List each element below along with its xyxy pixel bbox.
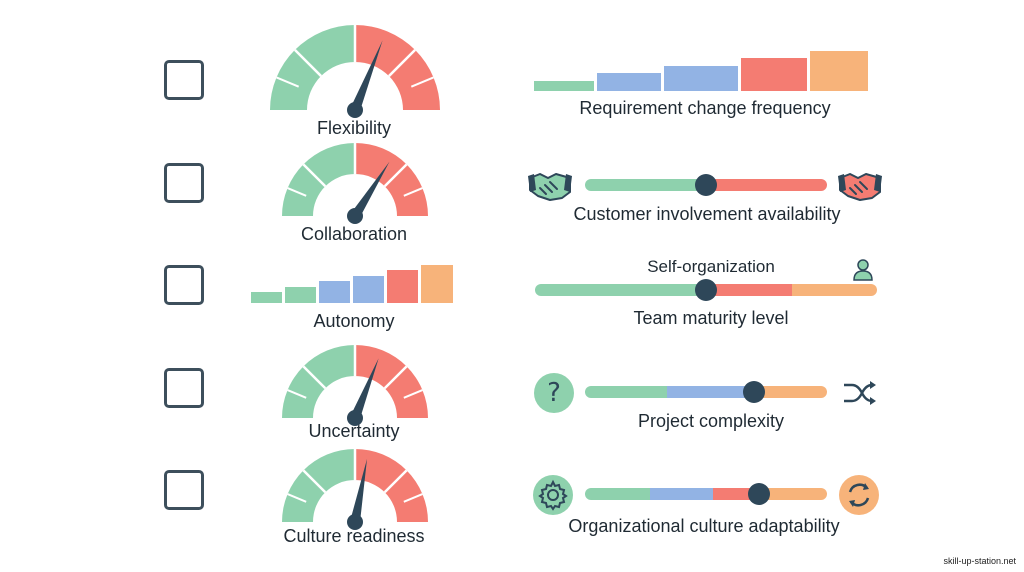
team-track-green: [535, 284, 706, 296]
handshake-icon: [838, 173, 882, 201]
culture-adaptability-track[interactable]: [585, 488, 827, 500]
autonomy-bar-5: [387, 270, 418, 303]
requirement-bar-2: [597, 73, 661, 91]
gauge-divider: [410, 76, 434, 88]
label-culture-readiness: Culture readiness: [283, 526, 425, 546]
handshake-icon: [528, 173, 572, 201]
gauge-divider: [287, 493, 307, 503]
gauge-divider: [302, 163, 327, 188]
gauge-needle: [350, 458, 368, 523]
gauge-needle: [350, 161, 390, 219]
requirement-bar-4: [741, 58, 807, 91]
project-complexity-knob[interactable]: [743, 381, 766, 403]
gauge-divider: [383, 163, 408, 188]
gauge-hub: [347, 410, 363, 426]
gauge-divider: [302, 469, 327, 494]
requirement-bar-1: [534, 81, 594, 91]
checkbox-flexibility[interactable]: [164, 60, 204, 100]
gauge-culture-readiness: [282, 449, 428, 530]
question-icon: ?: [534, 373, 574, 413]
autonomy-bars: [251, 265, 453, 303]
label-flexibility: Flexibility: [316, 118, 392, 138]
gauge-needle: [350, 358, 379, 420]
gauge-needle: [350, 40, 383, 112]
gauge-divider: [383, 469, 408, 494]
team-maturity-knob[interactable]: [695, 279, 717, 301]
refresh-icon: [839, 475, 879, 515]
label-organizational-culture: Organizational culture adaptability: [568, 516, 840, 536]
autonomy-bar-4: [353, 276, 384, 303]
customer-track-red: [706, 179, 827, 191]
checkbox-autonomy[interactable]: [164, 265, 204, 305]
gauge-divider: [276, 76, 300, 88]
gauge-divider: [287, 187, 307, 197]
autonomy-bar-1: [251, 292, 282, 303]
gauge-divider: [287, 389, 307, 399]
requirement-bar-3: [664, 66, 738, 91]
label-autonomy: Autonomy: [313, 311, 395, 331]
label-project-complexity: Project complexity: [637, 411, 785, 431]
autonomy-bar-6: [421, 265, 453, 303]
project-complexity-track[interactable]: [585, 386, 827, 398]
person-icon: [853, 259, 873, 281]
team-track-orange: [791, 284, 877, 296]
gauge-divider: [302, 365, 327, 390]
complexity-track-blue: [667, 386, 755, 398]
label-team-maturity: Team maturity level: [633, 308, 789, 328]
label-self-organization: Self-organization: [647, 257, 775, 276]
gauge-divider: [388, 49, 416, 77]
gauge-divider: [403, 187, 423, 197]
autonomy-bar-2: [285, 287, 316, 303]
gauge-divider: [294, 49, 322, 77]
customer-involvement-knob[interactable]: [695, 174, 717, 196]
label-customer-involvement: Customer involvement availability: [573, 204, 841, 224]
gauge-hub: [347, 102, 363, 118]
label-requirement-change-frequency: Requirement change frequency: [579, 98, 831, 118]
checkbox-collaboration[interactable]: [164, 163, 204, 203]
gear-icon: [533, 475, 573, 515]
team-track-red: [706, 284, 792, 296]
gauge-divider: [403, 493, 423, 503]
checkbox-culture-readiness[interactable]: [164, 470, 204, 510]
culture-track-orange: [764, 488, 827, 500]
label-collaboration: Collaboration: [300, 224, 408, 244]
gauge-uncertainty: [282, 345, 428, 426]
watermark: skill-up-station.net: [943, 556, 1016, 566]
requirement-bars: [534, 51, 868, 91]
gauge-hub: [347, 208, 363, 224]
gauge-hub: [347, 514, 363, 530]
label-uncertainty: Uncertainty: [308, 421, 400, 441]
culture-track-blue: [650, 488, 714, 500]
shuffle-icon: [844, 381, 876, 405]
complexity-track-orange: [754, 386, 827, 398]
complexity-track-green: [585, 386, 668, 398]
gauge-divider: [383, 365, 408, 390]
gauge-collaboration: [282, 143, 428, 224]
gauge-divider: [403, 389, 423, 399]
culture-adaptability-knob[interactable]: [748, 483, 771, 505]
requirement-bar-5: [810, 51, 868, 91]
checkbox-uncertainty[interactable]: [164, 368, 204, 408]
customer-involvement-track[interactable]: [585, 179, 827, 191]
customer-track-green: [585, 179, 706, 191]
team-maturity-track[interactable]: [535, 284, 877, 296]
culture-track-green: [585, 488, 651, 500]
gauge-flexibility: [270, 25, 440, 118]
autonomy-bar-3: [319, 281, 350, 303]
